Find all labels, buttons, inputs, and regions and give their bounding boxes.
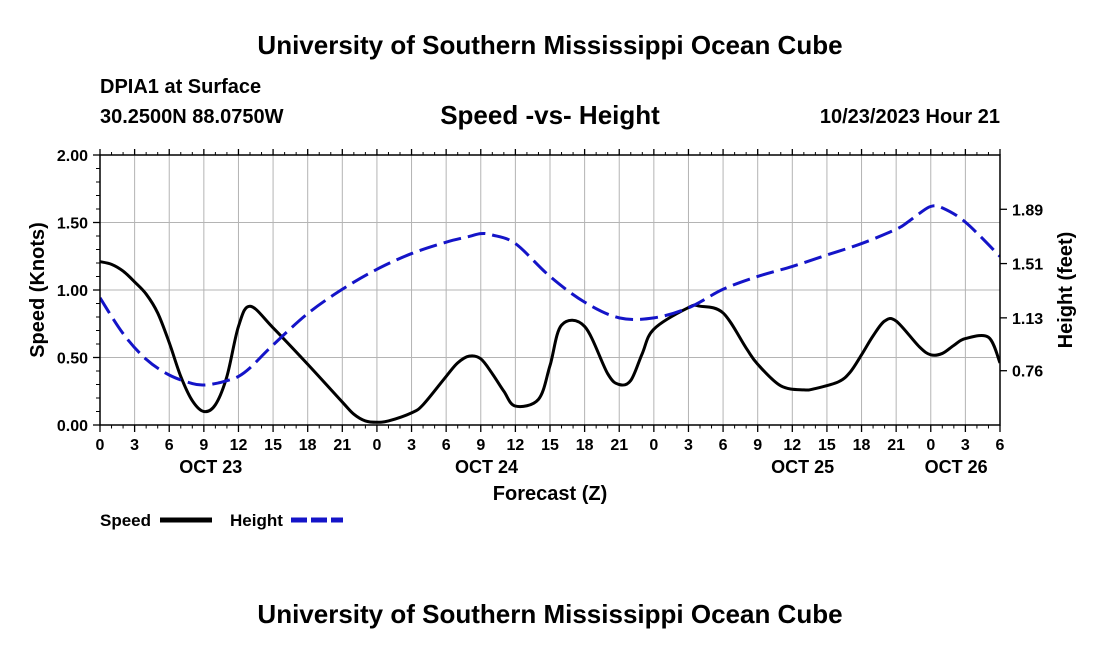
left-tick-label: 0.00 bbox=[57, 418, 88, 435]
legend-label-height: Height bbox=[230, 511, 283, 530]
x-tick-label: 0 bbox=[372, 437, 381, 454]
date-label: OCT 24 bbox=[455, 457, 518, 477]
x-tick-label: 21 bbox=[610, 437, 628, 454]
x-tick-label: 18 bbox=[299, 437, 317, 454]
x-tick-label: 9 bbox=[753, 437, 762, 454]
x-tick-label: 12 bbox=[783, 437, 801, 454]
x-tick-label: 18 bbox=[853, 437, 871, 454]
x-tick-label: 3 bbox=[684, 437, 693, 454]
x-tick-label: 18 bbox=[576, 437, 594, 454]
datetime-label: 10/23/2023 Hour 21 bbox=[819, 106, 1000, 128]
x-tick-label: 6 bbox=[165, 437, 174, 454]
x-tick-label: 6 bbox=[719, 437, 728, 454]
x-tick-label: 15 bbox=[541, 437, 559, 454]
legend-label-speed: Speed bbox=[100, 511, 151, 530]
x-tick-label: 0 bbox=[649, 437, 658, 454]
left-tick-label: 2.00 bbox=[57, 148, 88, 165]
x-tick-label: 21 bbox=[887, 437, 905, 454]
x-tick-label: 9 bbox=[199, 437, 208, 454]
left-tick-label: 0.50 bbox=[57, 351, 88, 368]
chart-title: Speed -vs- Height bbox=[440, 100, 660, 130]
legend: Speed Height bbox=[100, 511, 343, 530]
x-tick-label: 6 bbox=[996, 437, 1005, 454]
x-tick-label: 21 bbox=[333, 437, 351, 454]
right-tick-label: 1.13 bbox=[1012, 311, 1043, 328]
date-label: OCT 26 bbox=[925, 457, 988, 477]
x-tick-label: 9 bbox=[476, 437, 485, 454]
x-tick-label: 3 bbox=[961, 437, 970, 454]
right-tick-label: 0.76 bbox=[1012, 364, 1043, 381]
right-tick-label: 1.89 bbox=[1012, 202, 1043, 219]
x-tick-label: 15 bbox=[264, 437, 282, 454]
grid bbox=[100, 155, 1000, 425]
x-tick-label: 15 bbox=[818, 437, 836, 454]
right-tick-label: 1.51 bbox=[1012, 257, 1043, 274]
x-tick-label: 12 bbox=[506, 437, 524, 454]
axes: 0.00 0.50 1.00 1.50 2.00 0.76 1.13 1.51 1.89 0 3 6 9… bbox=[57, 148, 1043, 477]
x-tick-label: 0 bbox=[926, 437, 935, 454]
coordinates-label: 30.2500N 88.0750W bbox=[100, 106, 284, 128]
series-layer bbox=[100, 204, 1000, 424]
x-axis-label: Forecast (Z) bbox=[493, 483, 607, 505]
y-axis-label-right: Height (feet) bbox=[1055, 232, 1077, 349]
date-label: OCT 25 bbox=[771, 457, 834, 477]
x-tick-label: 6 bbox=[442, 437, 451, 454]
speed-series-line bbox=[100, 260, 1000, 424]
height-series-line bbox=[100, 204, 1000, 387]
x-tick-label: 3 bbox=[130, 437, 139, 454]
left-tick-label: 1.00 bbox=[57, 283, 88, 300]
y-axis-label-left: Speed (Knots) bbox=[27, 222, 49, 358]
left-tick-label: 1.50 bbox=[57, 216, 88, 233]
date-label: OCT 23 bbox=[179, 457, 242, 477]
page-title: University of Southern Mississippi Ocean… bbox=[257, 30, 843, 60]
footer-title: University of Southern Mississippi Ocean… bbox=[257, 599, 843, 629]
x-tick-label: 12 bbox=[230, 437, 248, 454]
x-tick-label: 3 bbox=[407, 437, 416, 454]
x-tick-label: 0 bbox=[96, 437, 105, 454]
station-label: DPIA1 at Surface bbox=[100, 76, 262, 98]
